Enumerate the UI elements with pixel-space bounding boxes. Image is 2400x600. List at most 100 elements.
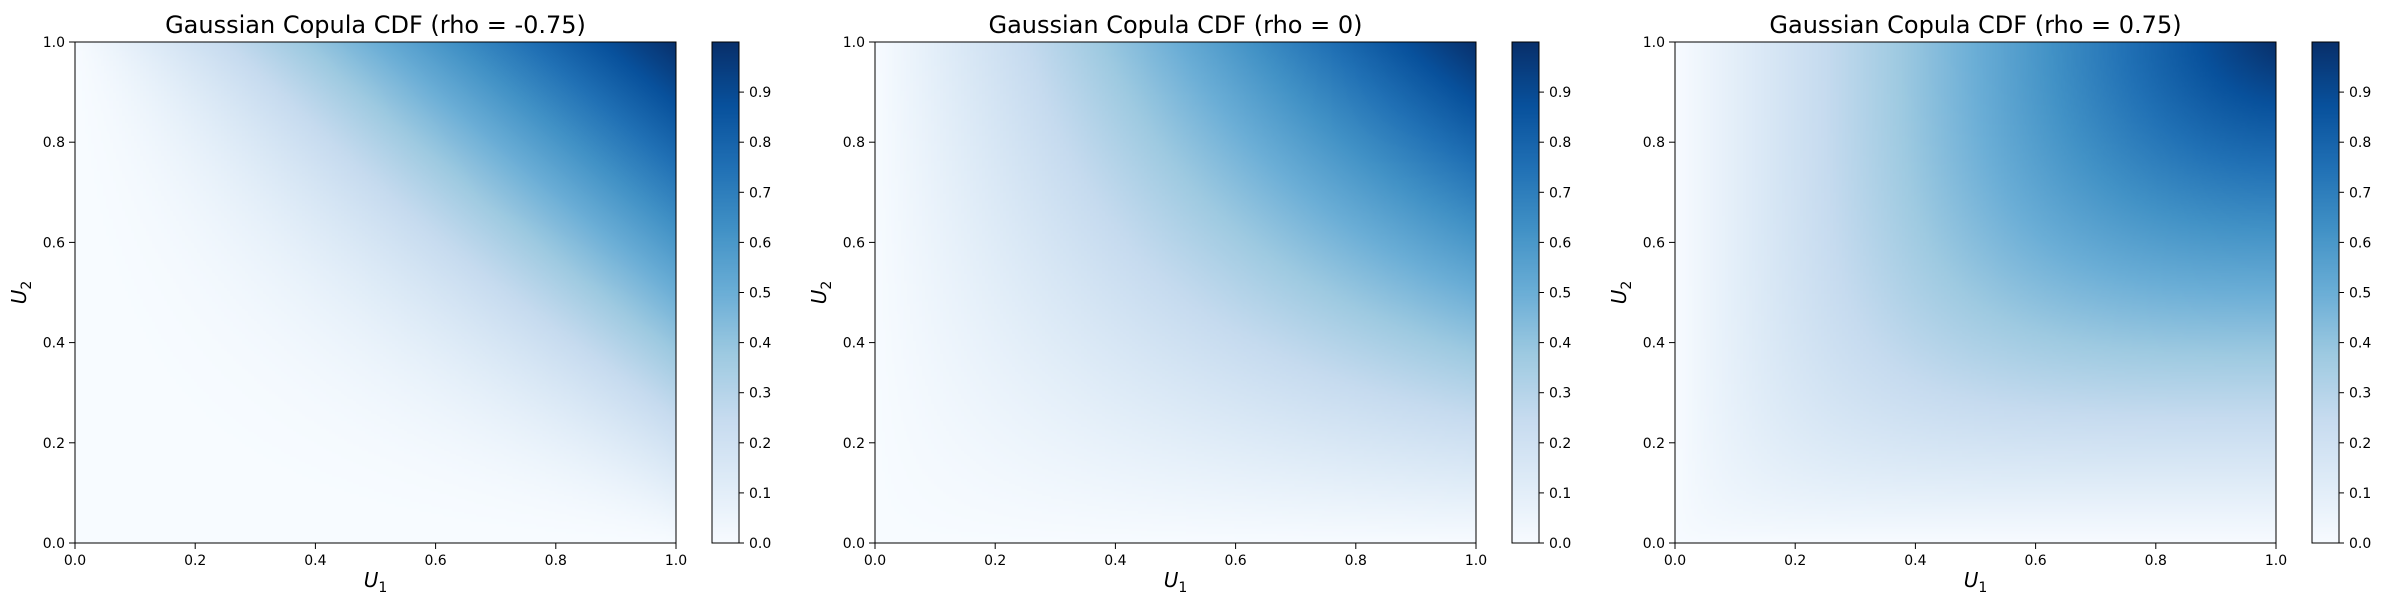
x-tick-label: 0.6 xyxy=(1224,553,1246,569)
colorbar-tick-label: 0.6 xyxy=(2349,235,2371,251)
x-axis-label: U1 xyxy=(1164,568,1188,596)
y-axis-label: U2 xyxy=(1607,281,1635,305)
colorbar-tick-label: 0.7 xyxy=(1549,185,1571,201)
colorbar-tick-label: 0.1 xyxy=(1549,486,1571,502)
y-axis-label: U2 xyxy=(7,281,35,305)
y-axis-label-subscript: 2 xyxy=(1619,281,1635,290)
colorbar-tick-label: 0.2 xyxy=(749,436,771,452)
y-tick-label: 0.4 xyxy=(43,336,65,352)
heatmap-image xyxy=(1675,42,2276,543)
x-tick-label: 1.0 xyxy=(2265,553,2287,569)
y-tick-label: 0.8 xyxy=(1643,135,1665,151)
chart-title: Gaussian Copula CDF (rho = 0) xyxy=(988,11,1362,39)
colorbar-tick-label: 0.0 xyxy=(2349,536,2371,552)
x-axis-label: U1 xyxy=(1964,568,1988,596)
y-tick-label: 0.6 xyxy=(43,235,65,251)
x-axis-label-main: U xyxy=(364,568,379,592)
colorbar-tick-label: 0.2 xyxy=(1549,436,1571,452)
colorbar-tick-label: 0.5 xyxy=(2349,286,2371,302)
colorbar-tick-label: 0.6 xyxy=(749,235,771,251)
y-tick-label: 0.8 xyxy=(843,135,865,151)
y-tick-label: 0.0 xyxy=(843,536,865,552)
colorbar-tick-label: 0.0 xyxy=(1549,536,1571,552)
colorbar-tick-label: 0.8 xyxy=(1549,135,1571,151)
plot-frame xyxy=(874,41,1477,544)
x-axis-label: U1 xyxy=(364,568,388,596)
colorbar-tick-label: 0.4 xyxy=(2349,336,2371,352)
x-tick-label: 0.0 xyxy=(1664,553,1686,569)
colorbar-tick-label: 0.4 xyxy=(749,336,771,352)
chart-axes: Gaussian Copula CDF (rho = -0.75) 0.0 0.2 0… xyxy=(7,11,771,596)
colorbar-frame xyxy=(1511,41,1540,544)
chart-panel-rho-zero: Gaussian Copula CDF (rho = 0) 0.0 0.2 0.4 0.… xyxy=(800,0,1600,600)
y-tick-label: 1.0 xyxy=(43,35,65,51)
x-tick-label: 1.0 xyxy=(665,553,687,569)
colorbar-gradient xyxy=(2312,42,2339,543)
colorbar-tick-label: 0.9 xyxy=(2349,85,2371,101)
x-tick-label: 0.4 xyxy=(304,553,326,569)
y-tick-label: 0.4 xyxy=(843,336,865,352)
y-tick-label: 0.2 xyxy=(843,436,865,452)
colorbar-gradient xyxy=(712,42,739,543)
colorbar-frame xyxy=(2311,41,2340,544)
colorbar-frame xyxy=(711,41,740,544)
x-tick-label: 0.4 xyxy=(1104,553,1126,569)
chart-panel-rho-neg: Gaussian Copula CDF (rho = -0.75) 0.0 0.2 0… xyxy=(0,0,800,600)
x-tick-label: 0.8 xyxy=(1345,553,1367,569)
colorbar-tick-label: 0.9 xyxy=(1549,85,1571,101)
x-axis-label-main: U xyxy=(1164,568,1179,592)
y-tick-label: 0.0 xyxy=(1643,536,1665,552)
y-axis-label-main: U xyxy=(1607,289,1631,304)
x-tick-label: 0.6 xyxy=(2024,553,2046,569)
y-tick-label: 0.2 xyxy=(1643,436,1665,452)
y-tick-label: 0.6 xyxy=(843,235,865,251)
colorbar-gradient xyxy=(1512,42,1539,543)
colorbar-tick-label: 0.3 xyxy=(1549,386,1571,402)
chart-title: Gaussian Copula CDF (rho = -0.75) xyxy=(165,11,586,39)
colorbar-tick-label: 0.5 xyxy=(1549,286,1571,302)
colorbar-tick-label: 0.7 xyxy=(749,185,771,201)
x-tick-label: 0.2 xyxy=(1784,553,1806,569)
y-tick-label: 1.0 xyxy=(843,35,865,51)
y-axis-label-main: U xyxy=(807,289,831,304)
colorbar-tick-label: 0.4 xyxy=(1549,336,1571,352)
colorbar-tick-label: 0.6 xyxy=(1549,235,1571,251)
y-tick-label: 0.6 xyxy=(1643,235,1665,251)
x-tick-label: 0.8 xyxy=(2145,553,2167,569)
x-tick-label: 0.4 xyxy=(1904,553,1926,569)
colorbar-tick-label: 0.0 xyxy=(749,536,771,552)
x-axis-label-main: U xyxy=(1964,568,1979,592)
x-tick-label: 0.2 xyxy=(984,553,1006,569)
y-tick-label: 0.8 xyxy=(43,135,65,151)
plot-frame xyxy=(1674,41,2277,544)
chart-axes: Gaussian Copula CDF (rho = 0.75) 0.0 0.2 0.… xyxy=(1607,11,2371,596)
y-axis-label: U2 xyxy=(807,281,835,305)
colorbar-tick-label: 0.7 xyxy=(2349,185,2371,201)
y-tick-label: 0.4 xyxy=(1643,336,1665,352)
heatmap-image xyxy=(75,42,676,543)
x-axis-label-subscript: 1 xyxy=(1178,580,1187,596)
colorbar-tick-label: 0.1 xyxy=(2349,486,2371,502)
y-tick-label: 1.0 xyxy=(1643,35,1665,51)
y-axis-label-main: U xyxy=(7,289,31,304)
chart-panel-rho-pos: Gaussian Copula CDF (rho = 0.75) 0.0 0.2 0.… xyxy=(1600,0,2400,600)
colorbar-tick-label: 0.2 xyxy=(2349,436,2371,452)
colorbar-tick-label: 0.1 xyxy=(749,486,771,502)
x-tick-label: 0.6 xyxy=(424,553,446,569)
colorbar-tick-label: 0.3 xyxy=(749,386,771,402)
colorbar-tick-label: 0.9 xyxy=(749,85,771,101)
x-axis-label-subscript: 1 xyxy=(1978,580,1987,596)
x-tick-label: 0.2 xyxy=(184,553,206,569)
colorbar-tick-label: 0.5 xyxy=(749,286,771,302)
colorbar-tick-label: 0.3 xyxy=(2349,386,2371,402)
colorbar-tick-label: 0.8 xyxy=(2349,135,2371,151)
colorbar-tick-label: 0.8 xyxy=(749,135,771,151)
y-tick-label: 0.2 xyxy=(43,436,65,452)
x-tick-label: 0.8 xyxy=(545,553,567,569)
x-tick-label: 0.0 xyxy=(864,553,886,569)
x-tick-label: 1.0 xyxy=(1465,553,1487,569)
y-axis-label-subscript: 2 xyxy=(19,281,35,290)
heatmap-image xyxy=(875,42,1476,543)
x-axis-label-subscript: 1 xyxy=(378,580,387,596)
y-axis-label-subscript: 2 xyxy=(819,281,835,290)
